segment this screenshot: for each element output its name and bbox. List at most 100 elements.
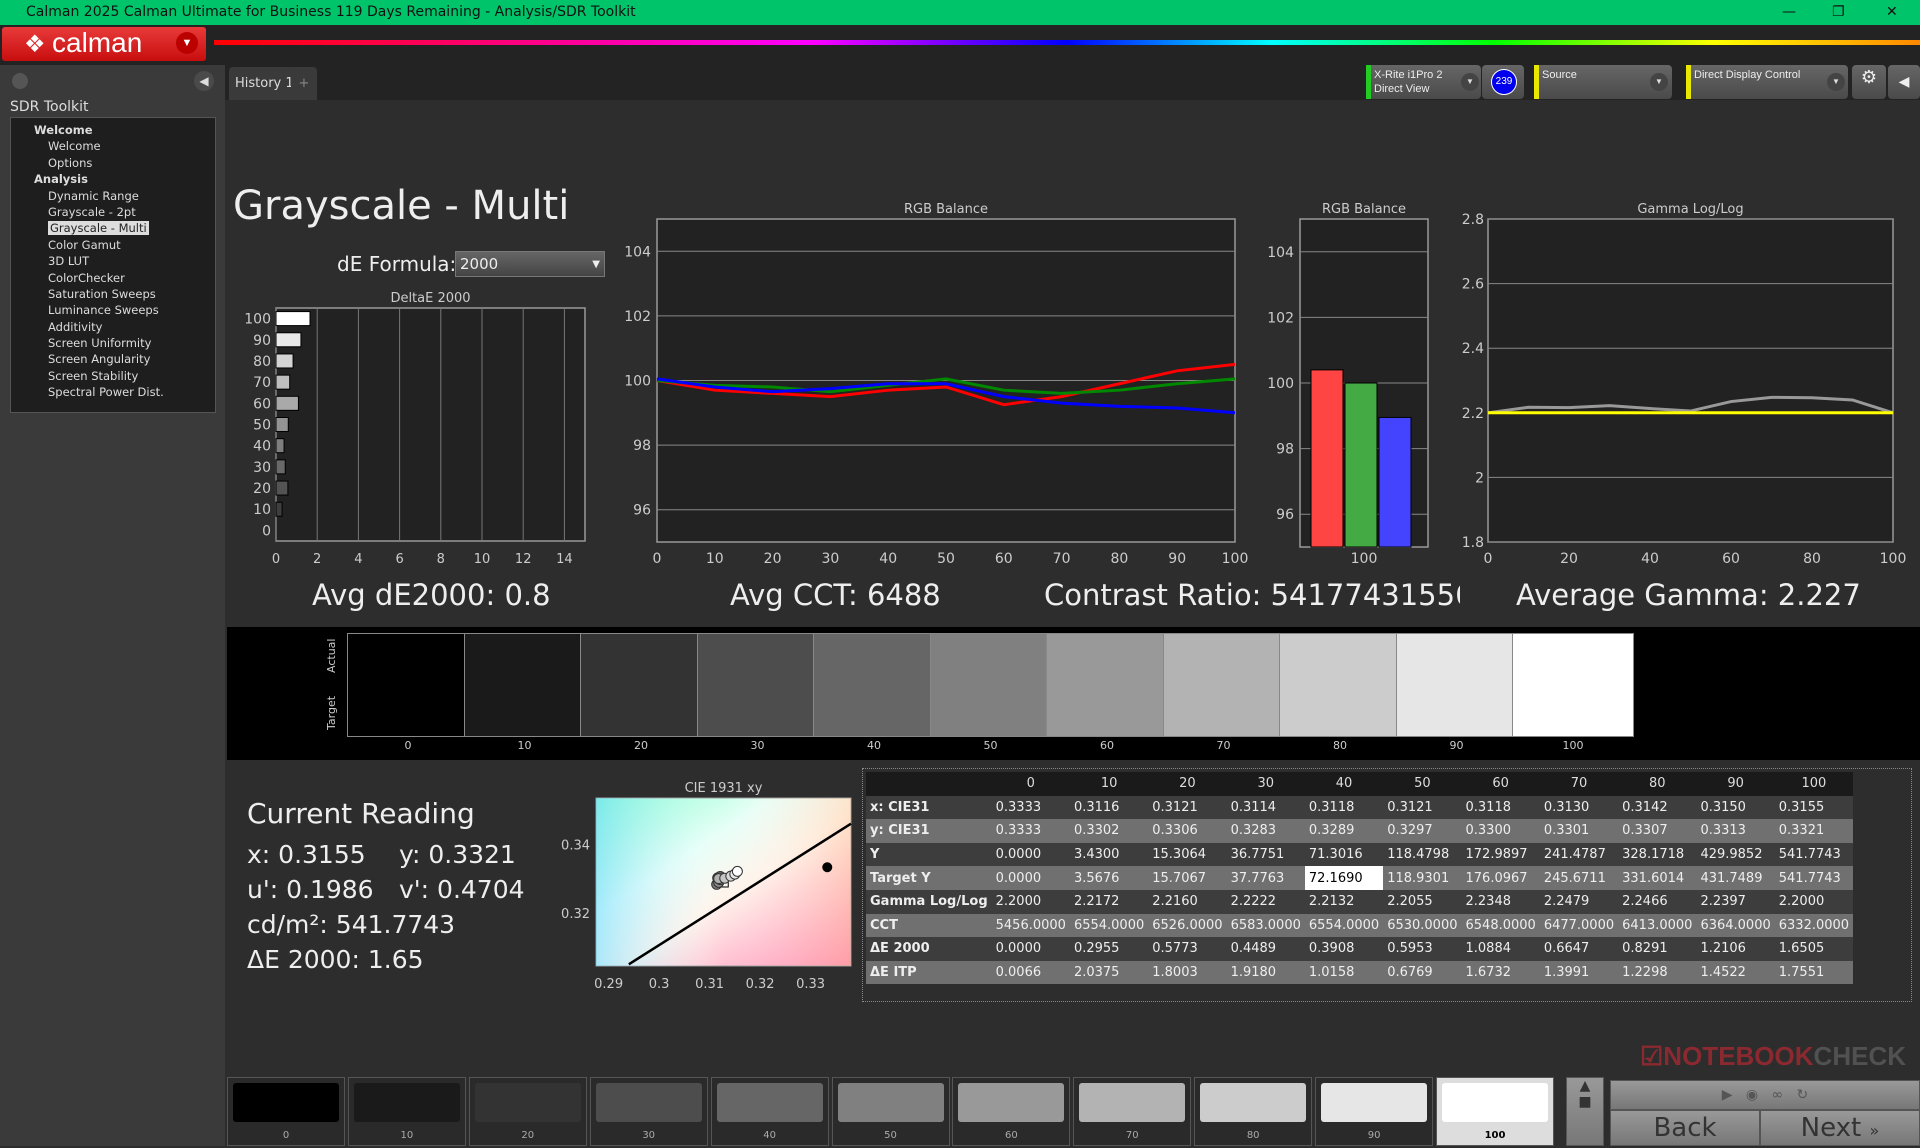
source-selector[interactable]: Source ▼ bbox=[1534, 65, 1672, 99]
table-cell[interactable]: 2.2348 bbox=[1461, 889, 1540, 914]
table-cell[interactable]: 6554.0000 bbox=[1304, 913, 1384, 938]
table-cell[interactable]: 0.0066 bbox=[991, 960, 1070, 985]
calman-menu-button[interactable]: ❖ calman ▼ bbox=[2, 27, 206, 61]
tree-item[interactable]: Options bbox=[11, 155, 215, 171]
table-cell[interactable]: 2.2479 bbox=[1539, 889, 1619, 914]
table-cell[interactable]: 0.3306 bbox=[1148, 819, 1227, 843]
table-cell[interactable]: 0.3142 bbox=[1618, 795, 1697, 820]
table-cell[interactable]: 6413.0000 bbox=[1618, 913, 1697, 938]
table-cell[interactable]: 0.8291 bbox=[1618, 937, 1697, 961]
tree-item[interactable]: Spectral Power Dist. bbox=[11, 384, 215, 400]
table-cell[interactable]: 2.2172 bbox=[1069, 889, 1149, 914]
collapse-right-button[interactable]: ◀ bbox=[1888, 65, 1920, 99]
table-cell[interactable]: 0.3297 bbox=[1383, 819, 1462, 843]
tree-item[interactable]: Saturation Sweeps bbox=[11, 286, 215, 302]
tree-item[interactable]: Dynamic Range bbox=[11, 188, 215, 204]
table-cell[interactable]: 15.7067 bbox=[1148, 866, 1227, 890]
patch-button[interactable]: 40 bbox=[710, 1077, 829, 1146]
gray-swatch[interactable] bbox=[1395, 633, 1518, 737]
table-cell[interactable]: 0.5953 bbox=[1383, 937, 1462, 961]
pin-icon[interactable] bbox=[12, 73, 28, 89]
gray-swatch[interactable] bbox=[1279, 633, 1401, 737]
settings-button[interactable]: ⚙ bbox=[1852, 65, 1886, 99]
table-cell[interactable]: 1.7551 bbox=[1774, 960, 1854, 985]
table-cell[interactable]: 0.3301 bbox=[1539, 819, 1619, 843]
table-cell[interactable]: 431.7489 bbox=[1696, 866, 1775, 890]
table-cell[interactable]: 6364.0000 bbox=[1696, 913, 1775, 938]
table-cell[interactable]: 2.2397 bbox=[1696, 889, 1775, 914]
patch-button[interactable]: 50 bbox=[831, 1077, 950, 1146]
table-cell[interactable]: 1.4522 bbox=[1696, 960, 1775, 985]
gray-swatch[interactable] bbox=[929, 633, 1052, 737]
table-cell[interactable]: 118.9301 bbox=[1383, 866, 1462, 890]
tab-history-1[interactable]: History 1 bbox=[229, 67, 300, 100]
patch-button[interactable]: 10 bbox=[347, 1077, 466, 1146]
table-cell[interactable]: 1.2106 bbox=[1696, 937, 1775, 961]
table-cell[interactable]: 72.1690 bbox=[1304, 866, 1384, 890]
gray-swatch[interactable] bbox=[1512, 633, 1634, 737]
gray-swatch[interactable] bbox=[696, 633, 819, 737]
tree-item[interactable]: Welcome bbox=[11, 138, 215, 154]
table-cell[interactable]: 1.0158 bbox=[1304, 960, 1384, 985]
gray-swatch[interactable] bbox=[1162, 633, 1285, 737]
table-cell[interactable]: 1.8003 bbox=[1148, 960, 1227, 985]
patch-button[interactable]: 100 bbox=[1436, 1077, 1554, 1146]
table-cell[interactable]: 2.2160 bbox=[1148, 889, 1227, 914]
next-button[interactable]: Next » bbox=[1760, 1110, 1920, 1146]
table-cell[interactable]: 37.7763 bbox=[1226, 866, 1305, 890]
tree-item[interactable]: Grayscale - Multi bbox=[11, 220, 215, 236]
chevron-down-icon[interactable]: ▼ bbox=[1650, 73, 1668, 91]
add-tab-button[interactable]: + bbox=[291, 67, 317, 100]
table-cell[interactable]: 1.2298 bbox=[1618, 960, 1697, 985]
table-cell[interactable]: 0.3321 bbox=[1774, 819, 1854, 843]
table-cell[interactable]: 1.6732 bbox=[1461, 960, 1540, 985]
table-cell[interactable]: 241.4787 bbox=[1539, 842, 1619, 867]
meter-selector[interactable]: X-Rite i1Pro 2 Direct View ▼ bbox=[1366, 65, 1481, 99]
table-cell[interactable]: 0.3155 bbox=[1774, 795, 1854, 820]
table-cell[interactable]: 2.0375 bbox=[1069, 960, 1149, 985]
table-cell[interactable]: 6548.0000 bbox=[1461, 913, 1540, 938]
table-cell[interactable]: 245.6711 bbox=[1539, 866, 1619, 890]
tree-group-welcome[interactable]: Welcome bbox=[34, 123, 93, 137]
table-cell[interactable]: 0.3130 bbox=[1539, 795, 1619, 820]
table-cell[interactable]: 0.5773 bbox=[1148, 937, 1227, 961]
patch-button[interactable]: 20 bbox=[468, 1077, 587, 1146]
table-cell[interactable]: 1.0884 bbox=[1461, 937, 1540, 961]
stop-button[interactable]: ▲ ■ bbox=[1566, 1077, 1604, 1146]
gray-swatch[interactable] bbox=[813, 633, 935, 737]
playback-controls[interactable]: ▶ ◉ ∞ ↻ bbox=[1610, 1080, 1920, 1110]
table-cell[interactable]: 6477.0000 bbox=[1539, 913, 1619, 938]
table-cell[interactable]: 15.3064 bbox=[1148, 842, 1227, 867]
table-cell[interactable]: 0.3114 bbox=[1226, 795, 1305, 820]
table-cell[interactable]: 0.3116 bbox=[1069, 795, 1149, 820]
table-cell[interactable]: 2.2055 bbox=[1383, 889, 1462, 914]
patch-button[interactable]: 70 bbox=[1073, 1077, 1192, 1146]
tree-item[interactable]: Screen Angularity bbox=[11, 351, 215, 367]
chevron-down-icon[interactable]: ▼ bbox=[1827, 73, 1845, 91]
tree-item[interactable]: Color Gamut bbox=[11, 237, 215, 253]
table-cell[interactable]: 0.3302 bbox=[1069, 819, 1149, 843]
table-cell[interactable]: 0.3118 bbox=[1304, 795, 1384, 820]
maximize-button[interactable]: ❐ bbox=[1832, 4, 1845, 20]
table-cell[interactable]: 0.3333 bbox=[991, 819, 1070, 843]
table-cell[interactable]: 541.7743 bbox=[1774, 842, 1854, 867]
tree-item[interactable]: 3D LUT bbox=[11, 253, 215, 269]
patch-button[interactable]: 90 bbox=[1315, 1077, 1434, 1146]
table-cell[interactable]: 71.3016 bbox=[1304, 842, 1384, 867]
table-cell[interactable]: 0.3283 bbox=[1226, 819, 1305, 843]
table-cell[interactable]: 429.9852 bbox=[1696, 842, 1775, 867]
table-cell[interactable]: 2.2222 bbox=[1226, 889, 1305, 914]
table-cell[interactable]: 328.1718 bbox=[1618, 842, 1697, 867]
table-cell[interactable]: 0.0000 bbox=[991, 937, 1070, 961]
table-cell[interactable]: 0.3118 bbox=[1461, 795, 1540, 820]
tree-item[interactable]: Additivity bbox=[11, 319, 215, 335]
table-cell[interactable]: 2.2000 bbox=[1774, 889, 1854, 914]
table-cell[interactable]: 0.3289 bbox=[1304, 819, 1384, 843]
table-cell[interactable]: 2.2132 bbox=[1304, 889, 1384, 914]
table-cell[interactable]: 0.3313 bbox=[1696, 819, 1775, 843]
de-formula-select[interactable]: 2000 ▼ bbox=[455, 251, 605, 277]
tree-item[interactable]: Screen Uniformity bbox=[11, 335, 215, 351]
table-cell[interactable]: 6554.0000 bbox=[1069, 913, 1149, 938]
meter-count-badge[interactable]: 239 bbox=[1491, 69, 1517, 95]
table-cell[interactable]: 2.2000 bbox=[991, 889, 1070, 914]
